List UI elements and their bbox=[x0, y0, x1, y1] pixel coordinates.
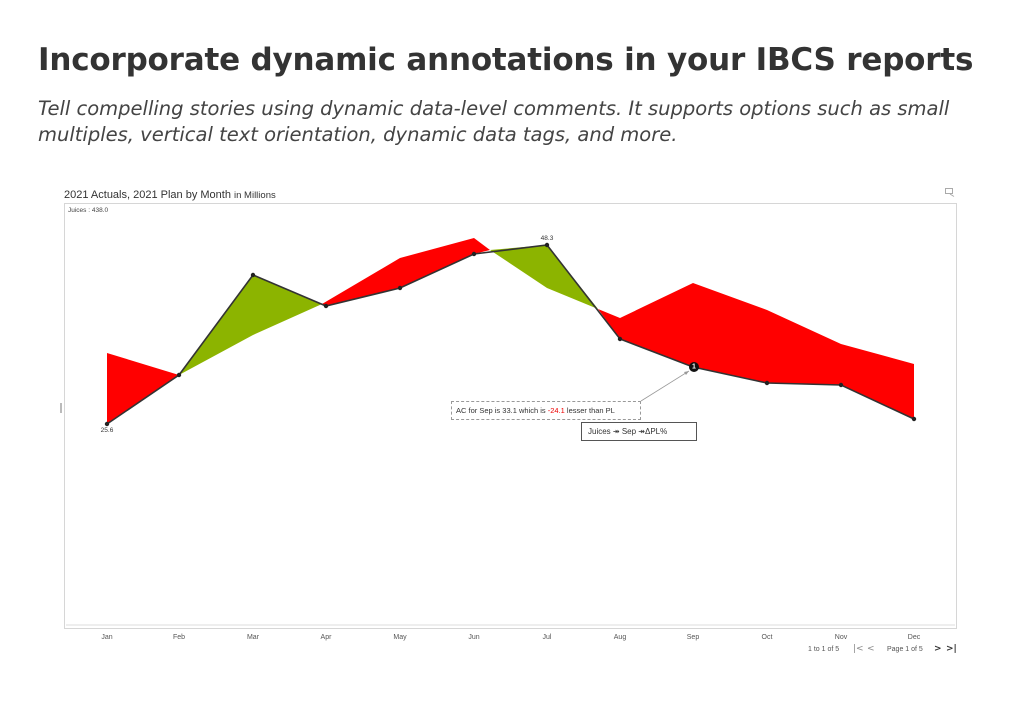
next-page-icon[interactable]: > bbox=[934, 644, 942, 654]
annotation-comment[interactable]: AC for Sep is 33.1 which is -24.1 lesser… bbox=[451, 401, 641, 420]
chart-title-text: 2021 Actuals, 2021 Plan by Month bbox=[64, 189, 231, 201]
data-label-jan: 25.6 bbox=[100, 427, 114, 434]
actuals-markers bbox=[104, 242, 917, 427]
data-label-jul: 48.3 bbox=[540, 235, 554, 242]
x-axis-label: Sep bbox=[686, 634, 700, 641]
total-label: Juices : 438.0 bbox=[68, 207, 109, 214]
x-axis-label: Feb bbox=[172, 634, 186, 641]
plot-area-frame bbox=[64, 203, 957, 629]
chart-title: 2021 Actuals, 2021 Plan by Month in Mill… bbox=[64, 189, 276, 201]
x-axis-label: Jun bbox=[468, 634, 480, 641]
variance-positive-area bbox=[179, 275, 322, 375]
comment-variance-value: -24.1 bbox=[547, 406, 565, 415]
annotation-marker[interactable] bbox=[689, 362, 699, 372]
annotation-marker-number: 1 bbox=[692, 363, 696, 371]
last-page-icon[interactable]: >| bbox=[946, 644, 957, 654]
focus-mode-icon[interactable] bbox=[945, 188, 955, 197]
x-axis-label: Mar bbox=[246, 634, 260, 641]
variance-negative-area bbox=[598, 283, 914, 419]
resize-handle[interactable] bbox=[60, 403, 62, 413]
variance-negative-area bbox=[107, 353, 179, 424]
x-axis-label: Oct bbox=[761, 634, 773, 641]
comment-text-suffix: lesser than PL bbox=[564, 406, 615, 415]
comment-text: AC for Sep is 33.1 which is bbox=[456, 406, 548, 415]
prev-page-icon[interactable]: < bbox=[867, 644, 875, 654]
page-headline: Incorporate dynamic annotations in your … bbox=[38, 42, 974, 78]
x-axis-label: May bbox=[393, 634, 407, 641]
x-axis-label: Jul bbox=[542, 634, 552, 641]
first-page-icon[interactable]: |< bbox=[853, 644, 864, 654]
chart-unit: in Millions bbox=[234, 190, 276, 201]
pager-page: Page 1 of 5 bbox=[887, 646, 923, 653]
page-subtitle: Tell compelling stories using dynamic da… bbox=[38, 97, 950, 146]
pager-range: 1 to 1 of 5 bbox=[808, 646, 840, 653]
x-axis-label: Apr bbox=[320, 634, 332, 641]
x-axis-label: Aug bbox=[613, 634, 627, 641]
variance-positive-area bbox=[490, 245, 598, 309]
actuals-line bbox=[106, 244, 915, 425]
x-axis-label: Dec bbox=[907, 634, 921, 641]
x-axis-label: Nov bbox=[834, 634, 848, 641]
variance-negative-area bbox=[322, 238, 490, 306]
annotation-breadcrumb[interactable]: Juices ↠ Sep ↠ΔPL% bbox=[581, 422, 697, 441]
x-axis-label: Jan bbox=[101, 634, 113, 641]
